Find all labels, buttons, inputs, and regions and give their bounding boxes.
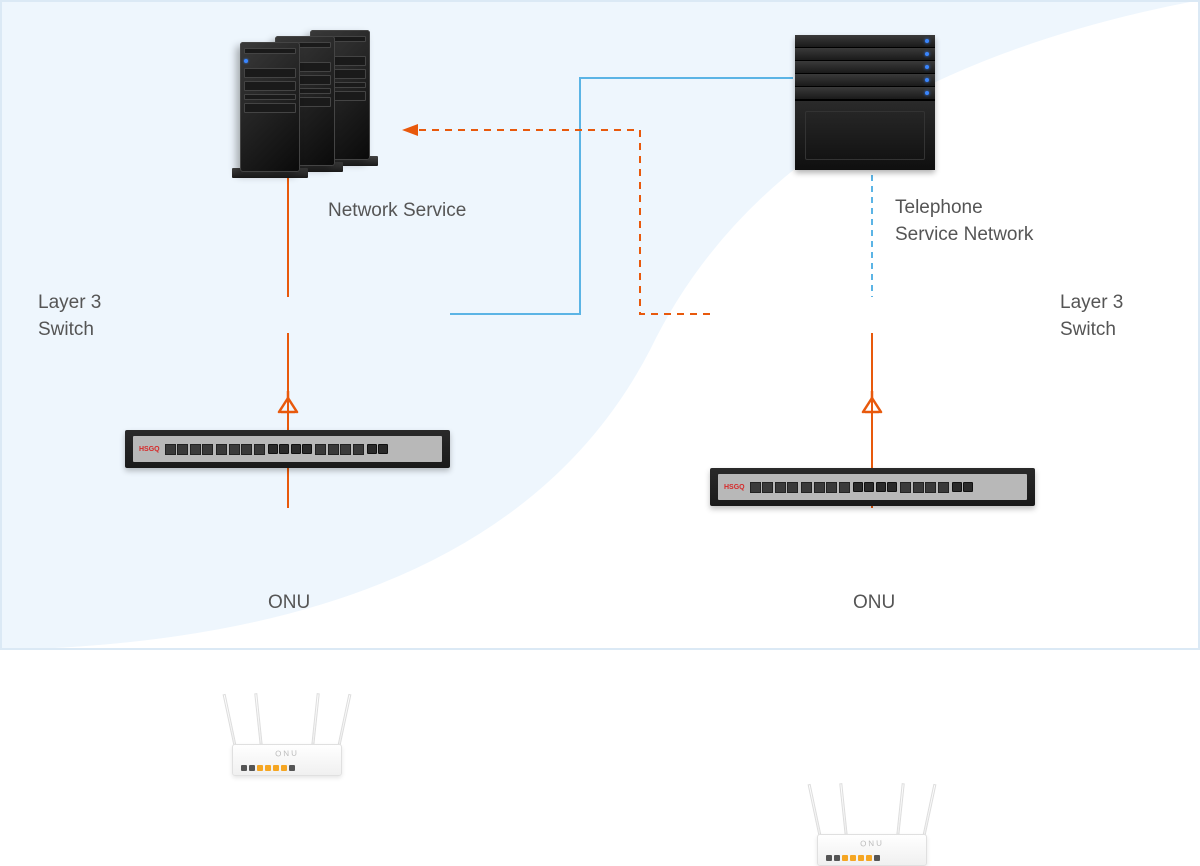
industrial-pc-1 [240, 42, 300, 172]
edge-switch-to-server [450, 78, 793, 314]
onu-right: ONU [807, 776, 937, 866]
layer3-switch-left: HSGQ [125, 430, 450, 468]
server [795, 35, 935, 170]
diagram-canvas: HSGQ HSGQ ONU [0, 0, 1200, 650]
switch-brand: HSGQ [724, 484, 745, 491]
layer3-switch-right: HSGQ [710, 468, 1035, 506]
edge-switch-to-pc [402, 130, 710, 314]
switch-brand: HSGQ [139, 446, 160, 453]
onu-left: ONU [222, 686, 352, 776]
connections [0, 0, 1200, 650]
